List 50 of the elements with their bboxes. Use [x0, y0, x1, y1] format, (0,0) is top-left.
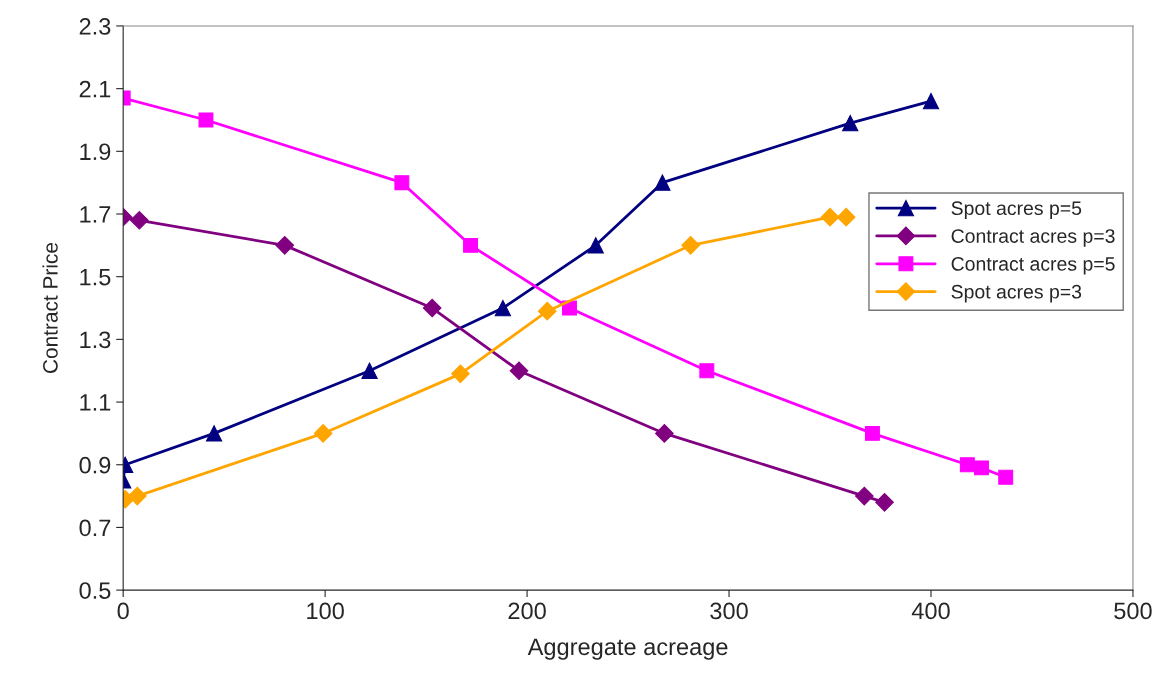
point — [422, 298, 442, 318]
y-axis-title: Contract Price — [42, 242, 58, 373]
y-tick-label: 2.3 — [79, 18, 111, 35]
point — [494, 299, 512, 317]
point — [854, 486, 874, 506]
y-tick-label: 1.5 — [80, 269, 111, 286]
point — [875, 493, 894, 512]
point — [836, 207, 856, 227]
point — [205, 425, 223, 442]
point — [699, 363, 715, 379]
point — [864, 425, 880, 441]
point — [451, 364, 470, 384]
point — [974, 460, 989, 476]
point — [842, 114, 859, 132]
point — [509, 361, 529, 381]
point — [129, 210, 149, 230]
point — [463, 237, 478, 253]
point — [655, 424, 674, 443]
y-tick-label: 0.5 — [79, 582, 111, 599]
x-axis-title: Aggregate acreage — [527, 638, 728, 660]
x-tick-label: 300 — [710, 602, 748, 620]
y-tick-label: 1.7 — [80, 206, 111, 223]
point — [275, 235, 295, 255]
point — [998, 469, 1014, 485]
legend-label: Spot acres p=3 — [951, 284, 1082, 303]
y-tick-label: 0.7 — [79, 519, 111, 537]
point — [959, 457, 975, 473]
y-tick-label: 1.3 — [80, 331, 111, 349]
point — [654, 174, 671, 191]
point — [681, 235, 701, 255]
point — [127, 486, 147, 506]
legend-label: Contract acres p=5 — [951, 256, 1115, 275]
point — [587, 237, 604, 254]
point — [394, 175, 410, 191]
x-tick-label: 500 — [1114, 602, 1152, 620]
x-tick-label: 100 — [307, 602, 344, 620]
x-tick-label: 0 — [117, 602, 129, 620]
y-tick-label: 1.9 — [80, 143, 111, 161]
legend-label: Contract acres p=3 — [951, 229, 1115, 247]
point — [361, 362, 378, 379]
legend-label: Spot acres p=5 — [951, 201, 1082, 219]
point — [820, 207, 840, 227]
y-tick-label: 2.1 — [79, 80, 111, 98]
x-tick-label: 200 — [508, 602, 546, 620]
x-tick-label: 400 — [911, 602, 950, 620]
point — [537, 301, 557, 321]
point — [922, 93, 940, 110]
y-tick-label: 1.1 — [80, 394, 111, 411]
point — [313, 424, 333, 443]
y-tick-label: 0.9 — [79, 456, 111, 474]
